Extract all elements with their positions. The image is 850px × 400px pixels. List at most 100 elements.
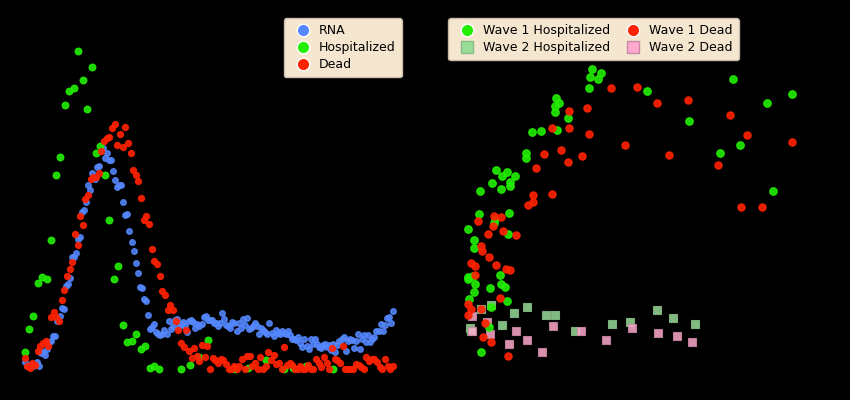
Point [352, 362, 366, 368]
Point [40, 276, 54, 282]
Point [253, 354, 267, 360]
Point [483, 331, 496, 338]
Point [84, 176, 98, 182]
Point [129, 259, 143, 266]
Point [61, 281, 75, 287]
Point [263, 320, 276, 326]
Point [143, 365, 156, 371]
Point [172, 327, 185, 334]
Point [44, 237, 58, 244]
Point [561, 159, 575, 165]
Point [234, 324, 247, 331]
Point [166, 306, 179, 313]
Point [357, 332, 371, 338]
Point [241, 353, 254, 359]
Point [147, 320, 161, 327]
Point [296, 344, 309, 350]
Point [495, 280, 508, 287]
Point [464, 260, 478, 266]
Point [360, 354, 373, 361]
Point [495, 185, 508, 192]
Point [525, 128, 539, 135]
Point [71, 48, 85, 54]
Point [289, 337, 303, 343]
Point [177, 344, 190, 350]
Point [341, 366, 354, 372]
Point [337, 333, 350, 340]
Point [537, 151, 551, 158]
Point [376, 327, 389, 334]
Point [547, 322, 560, 329]
Point [217, 356, 230, 363]
Point [347, 345, 360, 351]
Point [298, 336, 311, 342]
Point [688, 321, 702, 327]
Point [205, 316, 218, 323]
Point [277, 329, 291, 336]
Point [480, 319, 494, 326]
Point [236, 316, 250, 322]
Point [37, 349, 50, 356]
Point [102, 157, 116, 163]
Point [193, 322, 207, 329]
Point [94, 147, 108, 154]
Point [338, 366, 352, 372]
Point [184, 317, 198, 323]
Point [466, 273, 479, 280]
Point [320, 359, 333, 366]
Point [299, 362, 313, 369]
Point [174, 321, 188, 327]
Point [198, 354, 212, 360]
Point [785, 139, 799, 145]
Point [180, 329, 194, 336]
Point [488, 216, 502, 222]
Point [151, 331, 165, 338]
Point [349, 360, 363, 367]
Point [521, 304, 535, 310]
Point [711, 162, 725, 168]
Point [235, 356, 249, 362]
Point [503, 266, 517, 273]
Point [465, 312, 479, 319]
Point [259, 363, 273, 370]
Point [176, 318, 190, 325]
Point [355, 336, 369, 342]
Point [508, 172, 522, 179]
Point [625, 324, 638, 331]
Point [595, 50, 609, 57]
Point [232, 320, 246, 326]
Point [257, 326, 270, 333]
Point [671, 332, 684, 339]
Point [121, 339, 134, 345]
Point [474, 306, 488, 312]
Point [121, 211, 134, 217]
Point [238, 322, 252, 328]
Point [550, 126, 564, 133]
Point [113, 130, 127, 137]
Point [384, 320, 398, 326]
Point [486, 223, 500, 230]
Point [161, 307, 174, 314]
Point [354, 346, 367, 352]
Point [501, 297, 514, 304]
Point [261, 330, 275, 337]
Point [259, 357, 273, 363]
Point [189, 324, 202, 331]
Point [129, 331, 143, 338]
Point [105, 157, 118, 163]
Point [23, 365, 37, 372]
Point [310, 341, 324, 347]
Point [201, 337, 214, 343]
Point [51, 318, 65, 324]
Point [100, 150, 114, 156]
Point [331, 342, 344, 348]
Point [248, 360, 262, 366]
Point [30, 359, 43, 366]
Point [65, 259, 79, 265]
Point [507, 310, 520, 316]
Point [166, 323, 179, 330]
Point [527, 199, 541, 206]
Point [298, 366, 312, 372]
Point [141, 312, 155, 318]
Point [464, 306, 478, 312]
